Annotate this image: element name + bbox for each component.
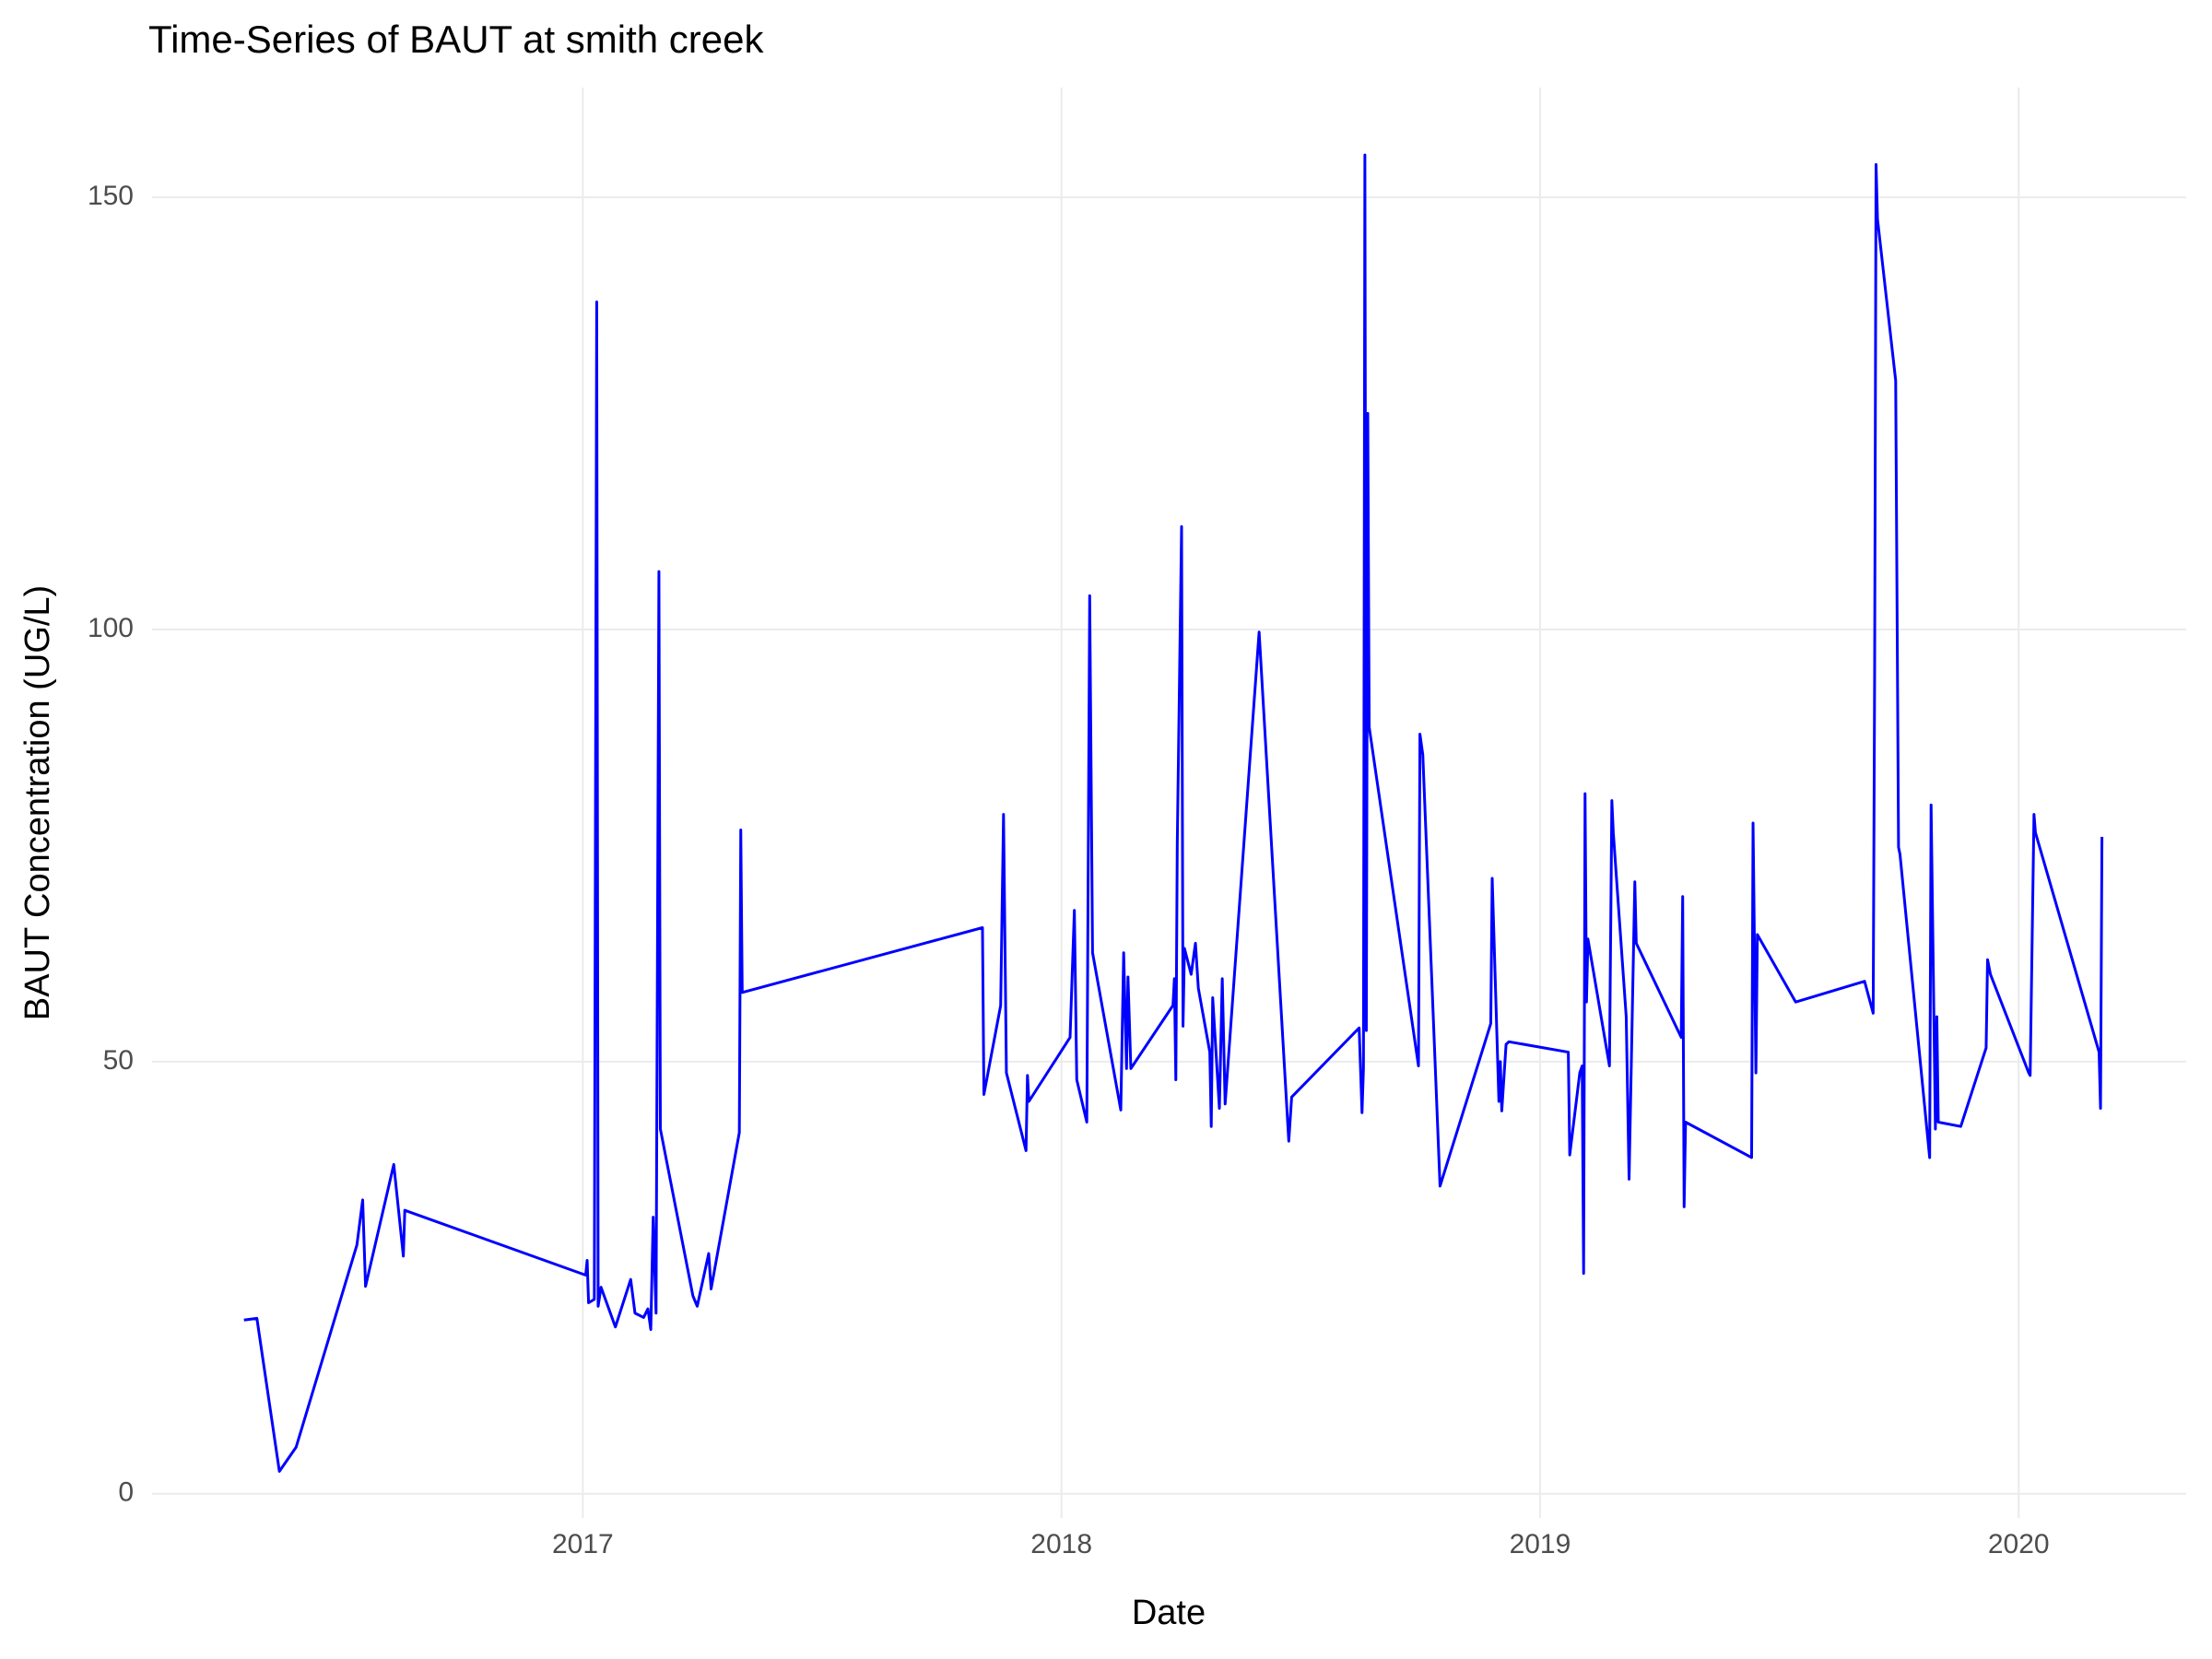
y-tick-label: 150 <box>88 181 134 211</box>
y-axis-label: BAUT Concentration (UG/L) <box>18 585 57 1020</box>
chart-title: Time-Series of BAUT at smith creek <box>148 18 765 61</box>
x-tick-label: 2017 <box>552 1529 614 1559</box>
y-tick-label: 100 <box>88 613 134 643</box>
y-tick-label: 50 <box>103 1045 134 1076</box>
y-tick-label: 0 <box>118 1477 134 1508</box>
x-axis-label: Date <box>1132 1594 1206 1632</box>
data-line <box>243 153 2104 1473</box>
x-tick-label: 2019 <box>1510 1529 1571 1559</box>
x-tick-label: 2020 <box>1988 1529 2050 1559</box>
x-tick-label: 2018 <box>1030 1529 1092 1559</box>
